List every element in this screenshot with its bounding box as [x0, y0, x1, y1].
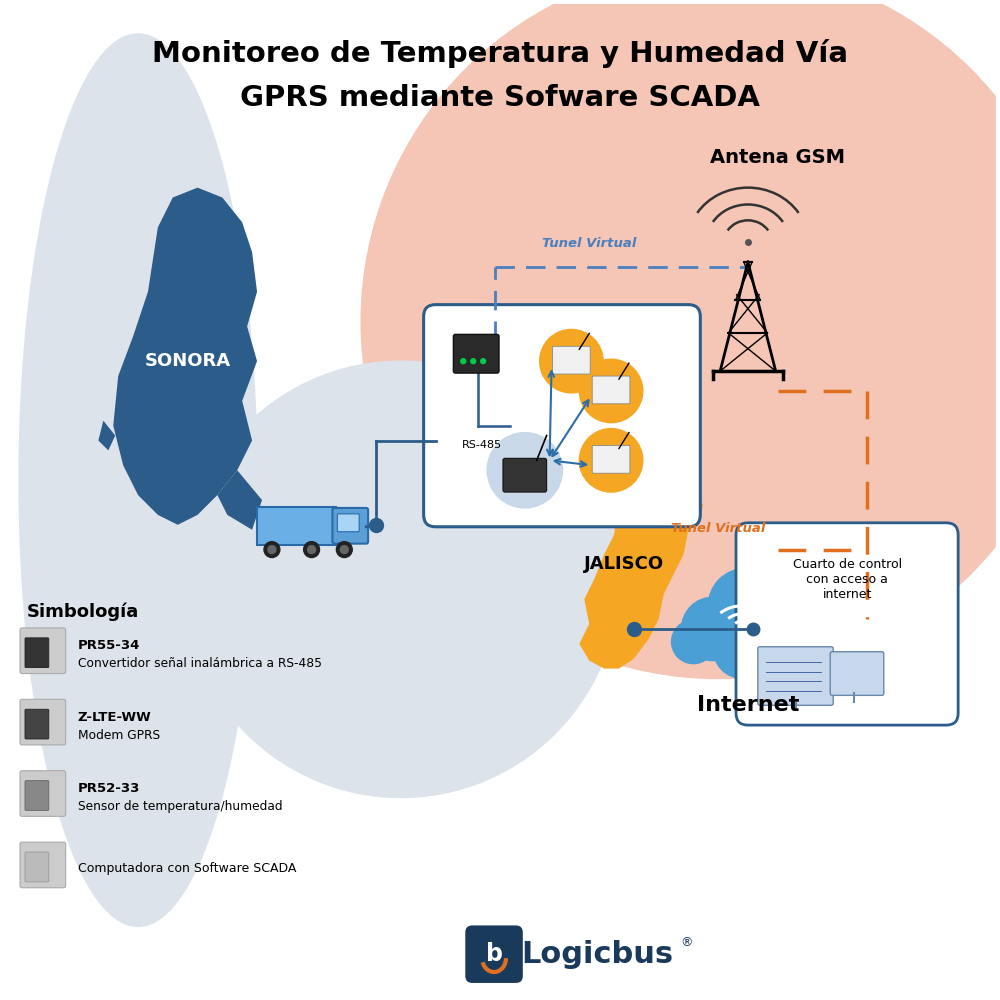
Text: b: b	[486, 942, 503, 966]
FancyBboxPatch shape	[25, 638, 49, 668]
FancyBboxPatch shape	[20, 628, 66, 674]
Circle shape	[481, 359, 486, 364]
FancyBboxPatch shape	[758, 647, 833, 705]
Circle shape	[268, 546, 276, 554]
Polygon shape	[98, 421, 115, 450]
FancyBboxPatch shape	[465, 925, 523, 983]
FancyBboxPatch shape	[424, 305, 700, 527]
Text: PR55-34: PR55-34	[78, 639, 140, 652]
Polygon shape	[113, 188, 257, 525]
Ellipse shape	[19, 34, 257, 926]
Circle shape	[487, 433, 562, 508]
Circle shape	[308, 546, 316, 554]
Text: ®: ®	[680, 936, 693, 949]
FancyBboxPatch shape	[20, 699, 66, 745]
FancyBboxPatch shape	[332, 508, 368, 544]
Circle shape	[461, 359, 466, 364]
Text: Sensor de temperatura/humedad: Sensor de temperatura/humedad	[78, 800, 282, 813]
Text: Tunel Virtual: Tunel Virtual	[542, 237, 636, 250]
FancyBboxPatch shape	[337, 514, 359, 532]
Text: Monitoreo de Temperatura y Humedad Vía: Monitoreo de Temperatura y Humedad Vía	[152, 39, 848, 68]
FancyBboxPatch shape	[503, 458, 547, 492]
Circle shape	[672, 620, 715, 664]
Text: PR52-33: PR52-33	[78, 782, 140, 795]
Text: Z-LTE-WW: Z-LTE-WW	[78, 711, 151, 724]
Circle shape	[264, 542, 280, 558]
FancyBboxPatch shape	[736, 523, 958, 725]
FancyBboxPatch shape	[20, 771, 66, 816]
Circle shape	[579, 359, 643, 423]
Circle shape	[336, 542, 352, 558]
Polygon shape	[217, 470, 262, 530]
FancyBboxPatch shape	[25, 781, 49, 810]
Text: Simbología: Simbología	[27, 603, 139, 621]
Text: SONORA: SONORA	[145, 352, 231, 370]
FancyBboxPatch shape	[20, 842, 66, 888]
Circle shape	[713, 619, 773, 678]
Circle shape	[579, 429, 643, 492]
FancyBboxPatch shape	[592, 376, 630, 404]
Text: Internet: Internet	[697, 695, 799, 715]
FancyBboxPatch shape	[25, 709, 49, 739]
Polygon shape	[574, 386, 609, 440]
Polygon shape	[679, 495, 703, 530]
Circle shape	[183, 361, 619, 798]
FancyBboxPatch shape	[257, 507, 336, 545]
Text: Tunel Virtual: Tunel Virtual	[671, 522, 765, 535]
FancyBboxPatch shape	[830, 652, 884, 695]
Circle shape	[773, 619, 812, 659]
Circle shape	[750, 594, 809, 654]
Circle shape	[340, 546, 348, 554]
Circle shape	[304, 542, 320, 558]
Text: Antena GSM: Antena GSM	[710, 148, 845, 167]
Circle shape	[361, 0, 1000, 678]
FancyBboxPatch shape	[25, 852, 49, 882]
Circle shape	[540, 329, 603, 393]
Circle shape	[471, 359, 476, 364]
Text: JALISCO: JALISCO	[584, 555, 664, 573]
Text: Cuarto de control
con acceso a
internet: Cuarto de control con acceso a internet	[793, 558, 902, 601]
Polygon shape	[579, 426, 688, 669]
Circle shape	[681, 597, 745, 661]
Text: RS-485: RS-485	[462, 440, 502, 450]
Text: Computadora con Software SCADA: Computadora con Software SCADA	[78, 862, 296, 875]
FancyBboxPatch shape	[453, 334, 499, 373]
FancyBboxPatch shape	[553, 346, 590, 374]
Text: Modem GPRS: Modem GPRS	[78, 729, 160, 742]
Text: GPRS mediante Sofware SCADA: GPRS mediante Sofware SCADA	[240, 84, 760, 112]
Text: Convertidor señal inalámbrica a RS-485: Convertidor señal inalámbrica a RS-485	[78, 657, 322, 670]
Text: Logicbus: Logicbus	[521, 940, 673, 969]
FancyBboxPatch shape	[592, 445, 630, 473]
Circle shape	[708, 568, 784, 644]
